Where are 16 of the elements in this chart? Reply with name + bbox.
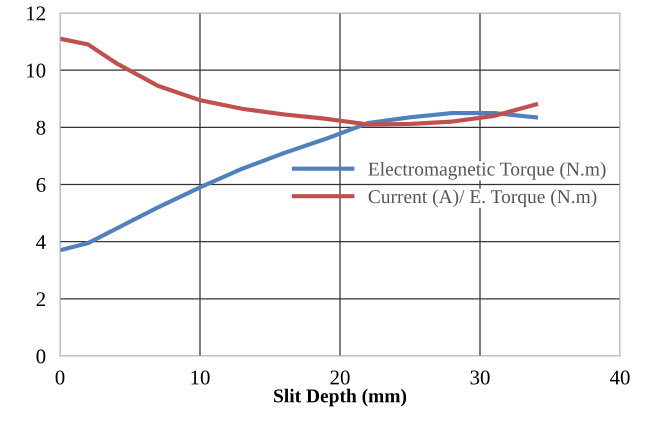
y-tick-label: 0 — [36, 349, 46, 364]
y-tick-label: 8 — [36, 120, 46, 135]
x-tick-label: 10 — [191, 370, 210, 385]
legend-label: Electromagnetic Torque (N.m) — [368, 162, 606, 180]
x-axis-title: Slit Depth (mm) — [274, 388, 406, 406]
x-tick-label: 20 — [330, 370, 350, 385]
legend-label: Current (A)/ E. Torque (N.m) — [368, 190, 596, 208]
x-tick-label: 40 — [610, 370, 630, 385]
line-series — [60, 36, 538, 127]
y-tick-label: 10 — [27, 64, 46, 78]
y-tick-label: 2 — [36, 292, 45, 306]
y-tick-label: 6 — [36, 178, 46, 192]
x-tick-label: 0 — [56, 370, 64, 385]
y-tick-label: 4 — [36, 235, 46, 249]
y-tick-label: 12 — [27, 6, 45, 20]
x-tick-label: 30 — [470, 370, 490, 385]
